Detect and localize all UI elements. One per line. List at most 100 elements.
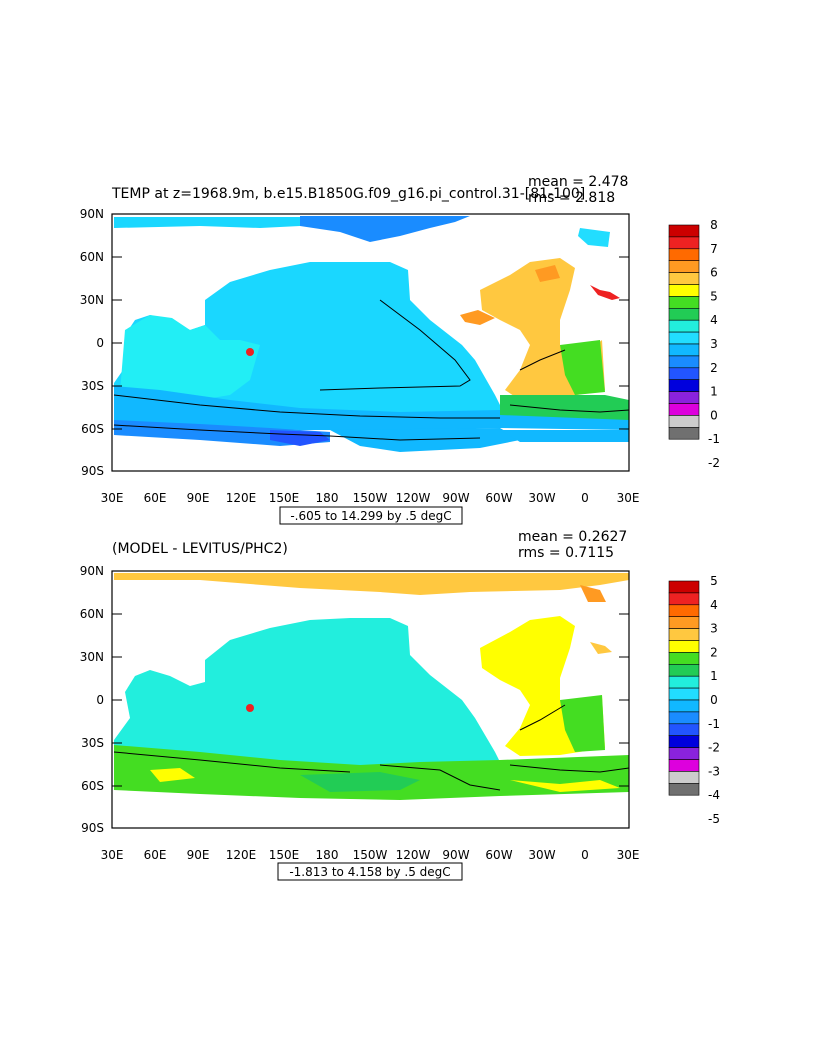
panel-1-mean: mean = 2.478 [528, 174, 628, 190]
panel-1-rms: rms = 2.818 [528, 190, 615, 206]
colorbar-swatch [668, 747, 700, 760]
panel-2: (MODEL - LEVITUS/PHC2) mean = 0.2627 rms… [80, 529, 720, 881]
colorbar-label: 4 [710, 598, 718, 612]
colorbar-swatch [668, 782, 700, 796]
colorbar-swatch [668, 403, 700, 416]
colorbar-swatch [668, 723, 700, 736]
colorbar-swatch [668, 640, 700, 653]
panel-1-lat-labels: 90N 60N 30N 0 30S 60S 90S [80, 207, 104, 478]
colorbar-label: 7 [710, 242, 718, 256]
colorbar-swatch [668, 675, 700, 689]
colorbar-swatch [668, 296, 700, 309]
lon-label: 150W [353, 848, 388, 862]
colorbar-swatch [668, 604, 700, 617]
colorbar-swatch [668, 224, 700, 238]
colorbar-swatch [668, 580, 700, 594]
colorbar-swatch [668, 343, 700, 357]
colorbar-swatch [668, 284, 700, 297]
lon-label: 150E [269, 848, 300, 862]
colorbar-swatch [668, 319, 700, 333]
colorbar-label: 3 [710, 337, 718, 351]
colorbar-label: -4 [708, 788, 720, 802]
colorbar-swatch [668, 248, 700, 262]
lat-label: 60N [80, 607, 104, 621]
panel-2-lat-labels: 90N 60N 30N 0 30S 60S 90S [80, 564, 104, 835]
lon-label: 60W [485, 848, 512, 862]
colorbar-label: 2 [710, 645, 718, 659]
lat-label: 90S [81, 464, 104, 478]
lon-label: 90E [187, 848, 210, 862]
lat-label: 30N [80, 650, 104, 664]
colorbar-swatch [668, 771, 700, 784]
panel-2-mean: mean = 0.2627 [518, 529, 627, 545]
lat-label: 90S [81, 821, 104, 835]
panel-1-colorbar: 8 7 6 5 4 3 2 1 0 -1 -2 [668, 218, 720, 470]
panel-1-lon-labels: 30E 60E 90E 120E 150E 180 150W 120W 90W … [101, 491, 640, 505]
panel-2-lon-labels: 30E 60E 90E 120E 150E 180 150W 120W 90W … [101, 848, 640, 862]
colorbar-swatch [668, 272, 700, 285]
lat-label: 30S [81, 736, 104, 750]
lon-label: 60E [144, 848, 167, 862]
lon-label: 120E [226, 848, 257, 862]
panel-2-title: (MODEL - LEVITUS/PHC2) [112, 541, 288, 557]
colorbar-label: -1 [708, 432, 720, 446]
colorbar-swatch [668, 616, 700, 629]
lon-label: 180 [316, 491, 339, 505]
lat-label: 60S [81, 779, 104, 793]
lon-label: 30W [528, 491, 555, 505]
lon-label: 60E [144, 491, 167, 505]
lon-label: 30E [101, 848, 124, 862]
lon-label: 180 [316, 848, 339, 862]
colorbar-swatch [668, 652, 700, 665]
colorbar-swatch [668, 260, 700, 273]
colorbar-swatch [668, 331, 700, 345]
lon-label: 90W [442, 491, 469, 505]
lon-label: 120E [226, 491, 257, 505]
colorbar-swatch [668, 735, 700, 748]
lon-label: 90W [442, 848, 469, 862]
colorbar-label: 8 [710, 218, 718, 232]
panel-2-colorbar: 5 4 3 2 1 0 -1 -2 -3 -4 -5 [668, 574, 720, 826]
lon-label: 150W [353, 491, 388, 505]
colorbar-label: -1 [708, 717, 720, 731]
colorbar-swatch [668, 711, 700, 725]
lon-label: 120W [396, 491, 431, 505]
colorbar-label: 0 [710, 408, 718, 422]
colorbar-label: 3 [710, 622, 718, 636]
lon-label: 30E [617, 491, 640, 505]
colorbar-label: -3 [708, 764, 720, 778]
lat-label: 90N [80, 207, 104, 221]
lon-label: 0 [581, 848, 589, 862]
colorbar-swatch [668, 426, 700, 440]
lat-label: 30S [81, 379, 104, 393]
lat-label: 90N [80, 564, 104, 578]
panel-2-rms: rms = 0.7115 [518, 545, 614, 561]
colorbar-swatch [668, 236, 700, 250]
colorbar-label: 4 [710, 313, 718, 327]
colorbar-label: 0 [710, 693, 718, 707]
lon-label: 30W [528, 848, 555, 862]
colorbar-label: -2 [708, 456, 720, 470]
colorbar-swatch [668, 367, 700, 380]
colorbar-label: 1 [710, 385, 718, 399]
lon-label: 30E [101, 491, 124, 505]
panel-2-range-label: -1.813 to 4.158 by .5 degC [289, 865, 450, 879]
lon-label: 90E [187, 491, 210, 505]
panel-1-range-label: -.605 to 14.299 by .5 degC [290, 509, 451, 523]
colorbar-swatch [668, 699, 700, 713]
colorbar-swatch [668, 391, 700, 404]
lat-label: 60S [81, 422, 104, 436]
colorbar-swatch [668, 415, 700, 428]
colorbar-swatch [668, 355, 700, 369]
colorbar-swatch [668, 687, 700, 701]
panel-1: TEMP at z=1968.9m, b.e15.B1850G.f09_g16.… [80, 174, 720, 525]
panel-2-map [111, 570, 630, 829]
lon-label: 120W [396, 848, 431, 862]
colorbar-swatch [668, 592, 700, 606]
panel-1-map [111, 213, 630, 472]
lon-label: 0 [581, 491, 589, 505]
colorbar-swatch [668, 307, 700, 321]
colorbar-label: 2 [710, 361, 718, 375]
colorbar-swatch [668, 628, 700, 641]
